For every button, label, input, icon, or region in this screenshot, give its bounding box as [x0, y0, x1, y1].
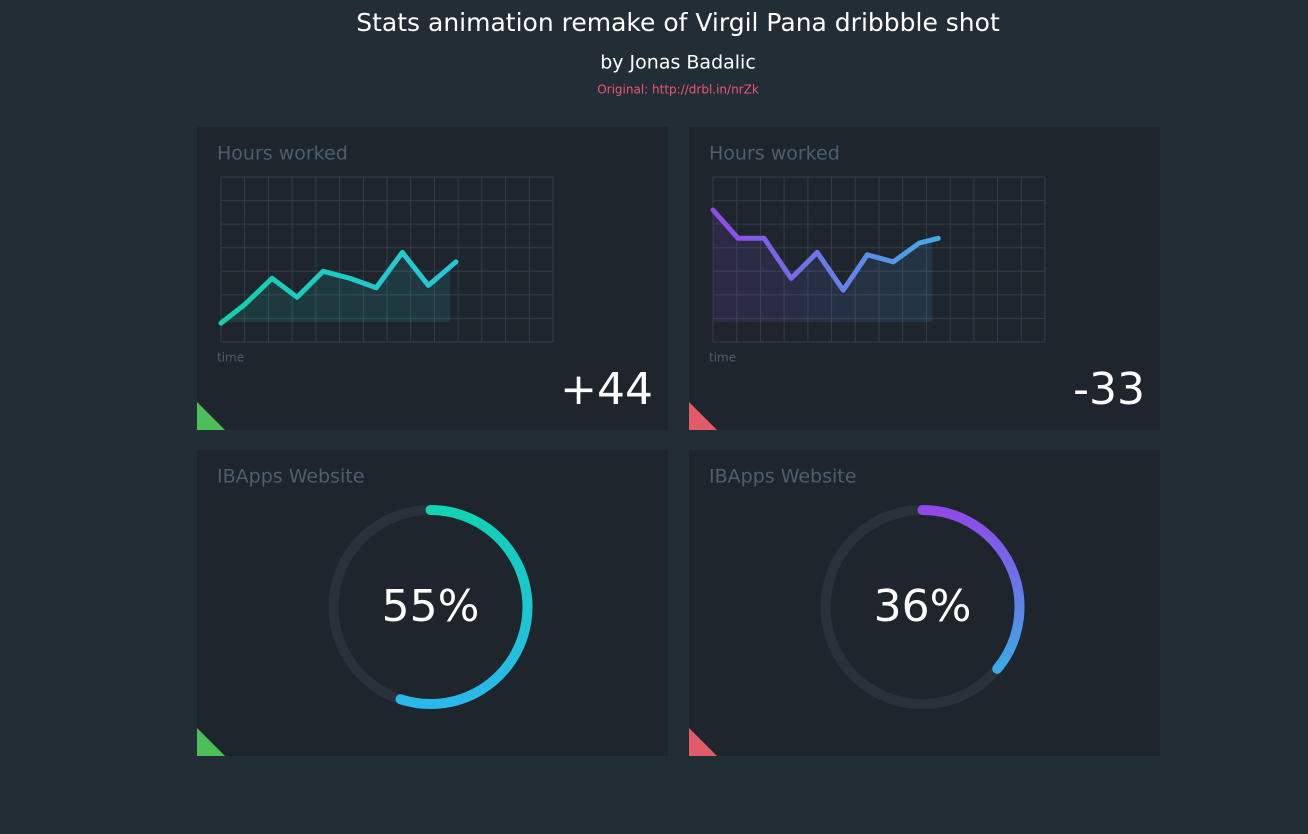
card-title: Hours worked [217, 143, 348, 165]
card-corner [197, 728, 225, 756]
donut-label: 55% [382, 581, 480, 632]
summary-value: -33 [1073, 364, 1145, 415]
x-axis-label: time [709, 351, 736, 365]
donut-label: 36% [874, 581, 972, 632]
trend-indicator [689, 402, 717, 430]
page-title: Stats animation remake of Virgil Pana dr… [356, 8, 1000, 37]
page-subtitle: by Jonas Badalic [600, 52, 756, 74]
original-link[interactable]: Original: http://drbl.in/nrZk [597, 83, 759, 97]
line-series [710, 207, 941, 293]
card-title: IBApps Website [217, 466, 364, 488]
card-title: Hours worked [709, 143, 840, 165]
card-corner [689, 728, 717, 756]
donut-arc [395, 505, 533, 709]
line-area [221, 252, 456, 324]
trend-indicator [197, 402, 225, 430]
donut-arc [917, 505, 1025, 674]
x-axis-label: time [217, 351, 244, 365]
summary-value: +44 [560, 364, 653, 415]
line-series [218, 249, 459, 326]
card-title: IBApps Website [709, 466, 856, 488]
